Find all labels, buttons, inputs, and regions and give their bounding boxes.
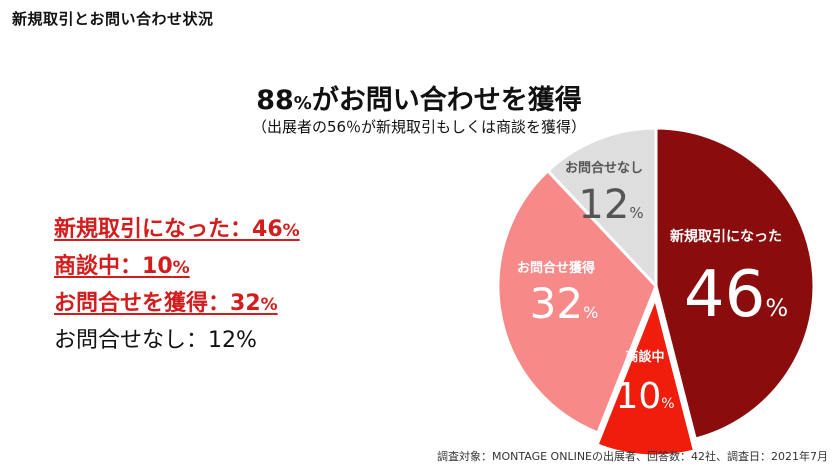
summary-row-negotiating: 商談中：10% xyxy=(54,249,300,286)
summary-label: お問合せなし： xyxy=(54,328,209,353)
pie-slice-value: 32% xyxy=(530,279,599,328)
pie-slice-3 xyxy=(496,168,658,435)
slide-title: 新規取引とお問い合わせ状況 xyxy=(12,10,214,28)
summary-row-new-deal: 新規取引になった：46% xyxy=(54,212,300,249)
summary-list: 新規取引になった：46% 商談中：10% お問合せを獲得：32% お問合せなし：… xyxy=(54,212,300,359)
summary-row-inquiry: お問合せを獲得：32% xyxy=(54,286,300,323)
pie-slice-1 xyxy=(654,126,816,441)
headline-number: 88 xyxy=(256,85,294,116)
summary-label: 新規取引になった： xyxy=(54,217,253,242)
pie-slice-4 xyxy=(545,126,658,290)
pie-slice-value: 12% xyxy=(578,182,643,228)
summary-value: 12 xyxy=(208,328,237,353)
summary-value: 10 xyxy=(142,254,173,279)
summary-unit: % xyxy=(282,221,300,241)
summary-label: 商談中： xyxy=(54,254,143,279)
summary-value: 32 xyxy=(230,291,261,316)
summary-label: お問合せを獲得： xyxy=(54,291,231,316)
pie-slice-value: 10% xyxy=(615,376,674,417)
summary-unit: % xyxy=(260,295,278,315)
pie-slice-label: お問合せ獲得 xyxy=(517,260,595,276)
summary-unit: % xyxy=(172,258,190,278)
summary-row-no-inquiry: お問合せなし：12% xyxy=(54,323,300,359)
pie-slice-label: 商談中 xyxy=(625,349,664,365)
headline-percent-sign: % xyxy=(293,93,312,114)
summary-value: 46 xyxy=(252,217,283,242)
pie-slice-value: 46% xyxy=(684,258,788,332)
headline-text: がお問い合わせを獲得 xyxy=(311,85,582,116)
pie-slice-label: 新規取引になった xyxy=(670,228,782,245)
subheadline: （出展者の56％が新規取引もしくは商談を獲得） xyxy=(251,118,587,136)
pie-slice-2 xyxy=(595,293,697,458)
source-footnote: 調査対象：MONTAGE ONLINEの出展者、回答数：42社、調査日：2021… xyxy=(437,450,828,463)
headline: 88%がお問い合わせを獲得 xyxy=(214,78,624,117)
pie-slice-label: お問合せなし xyxy=(565,160,643,176)
summary-unit: % xyxy=(236,328,257,353)
